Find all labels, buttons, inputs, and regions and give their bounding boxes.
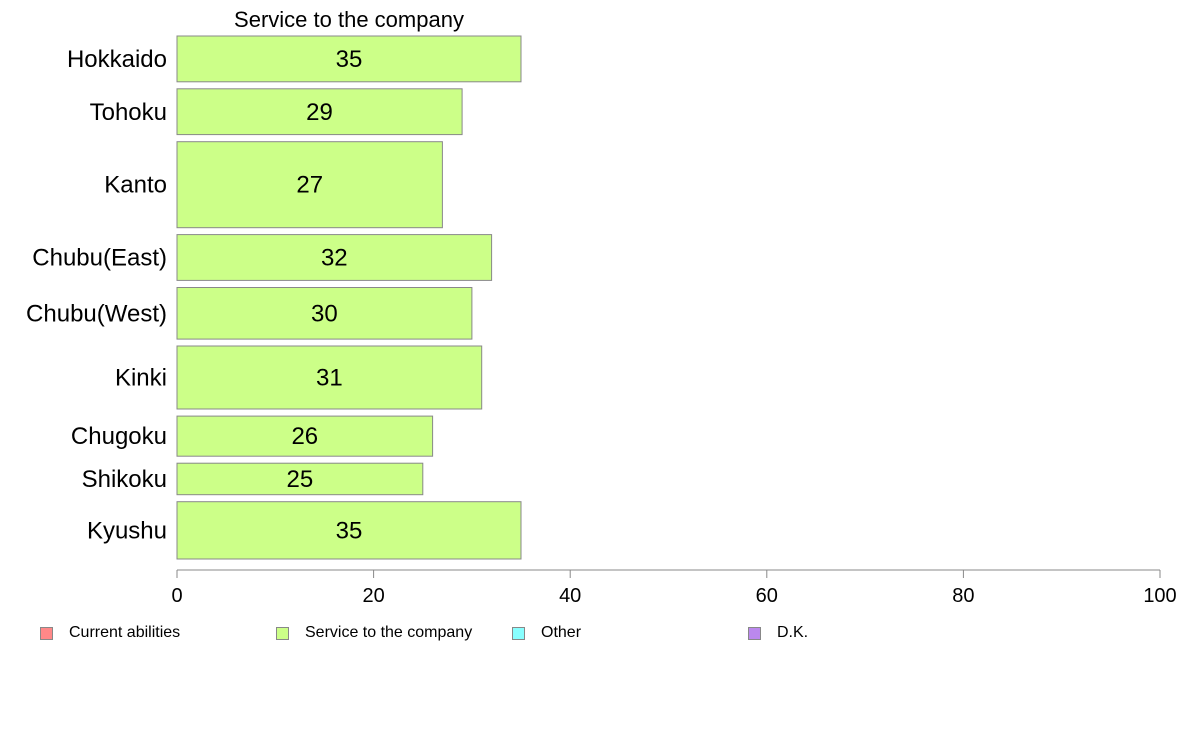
- legend-swatch-current-abilities: [40, 626, 53, 640]
- value-label-kanto: 27: [296, 172, 323, 199]
- legend-item-current-abilities: Current abilities: [40, 624, 180, 642]
- category-label-shikoku: Shikoku: [82, 466, 167, 493]
- bar-shikoku: [176, 462, 424, 496]
- legend-swatch-service-to-the-company: [276, 626, 289, 640]
- category-label-kanto: Kanto: [104, 172, 167, 199]
- bar-chubu-west: [176, 287, 473, 340]
- legend-label-dk: D.K.: [777, 624, 809, 641]
- value-label-hokkaido: 35: [336, 46, 363, 73]
- legend-item-other: Other: [512, 624, 581, 642]
- value-label-chubu-east: 32: [321, 245, 348, 272]
- bar-kinki: [176, 345, 483, 410]
- value-label-chugoku: 26: [291, 423, 318, 450]
- category-label-chubu-west: Chubu(West): [26, 300, 167, 327]
- legend-label-service-to-the-company: Service to the company: [305, 624, 473, 641]
- category-label-tohoku: Tohoku: [90, 99, 167, 126]
- value-label-kyushu: 35: [336, 517, 363, 544]
- category-label-chubu-east: Chubu(East): [32, 245, 167, 272]
- x-tick-label-100: 100: [1143, 585, 1176, 607]
- bar-chubu-east: [176, 234, 493, 281]
- category-label-hokkaido: Hokkaido: [67, 46, 167, 73]
- bar-kanto: [176, 141, 443, 229]
- legend-swatch-dk: [748, 626, 761, 640]
- bar-chart: Service to the company Hokkaido 35 Tohoku 2…: [26, 7, 1177, 607]
- legend-swatch-other: [512, 626, 525, 640]
- x-tick-label-20: 20: [362, 585, 384, 607]
- x-tick-label-80: 80: [952, 585, 974, 607]
- x-axis: 0 20 40 60 80 100: [171, 569, 1177, 607]
- legend-label-other: Other: [541, 624, 582, 641]
- legend-item-dk: D.K.: [748, 624, 808, 642]
- chart-title: Service to the company: [234, 7, 464, 32]
- x-tick-label-40: 40: [559, 585, 581, 607]
- bar-hokkaido: [176, 35, 522, 83]
- bars-layer: Hokkaido 35 Tohoku 29 Kanto 27 Chubu(East) 32 Ch…: [26, 35, 522, 560]
- legend-item-service-to-the-company: Service to the company: [276, 624, 472, 642]
- bar-chugoku: [176, 415, 434, 457]
- x-tick-label-0: 0: [171, 585, 182, 607]
- legend-label-current-abilities: Current abilities: [69, 624, 181, 641]
- legend: Current abilities Service to the company…: [0, 624, 1188, 646]
- bar-kyushu: [176, 501, 522, 560]
- value-label-shikoku: 25: [287, 466, 314, 493]
- category-label-kinki: Kinki: [115, 365, 167, 392]
- x-tick-label-60: 60: [756, 585, 778, 607]
- category-label-chugoku: Chugoku: [71, 423, 167, 450]
- value-label-chubu-west: 30: [311, 300, 338, 327]
- value-label-tohoku: 29: [306, 99, 333, 126]
- category-label-kyushu: Kyushu: [87, 517, 167, 544]
- bar-tohoku: [176, 88, 463, 136]
- value-label-kinki: 31: [316, 365, 343, 392]
